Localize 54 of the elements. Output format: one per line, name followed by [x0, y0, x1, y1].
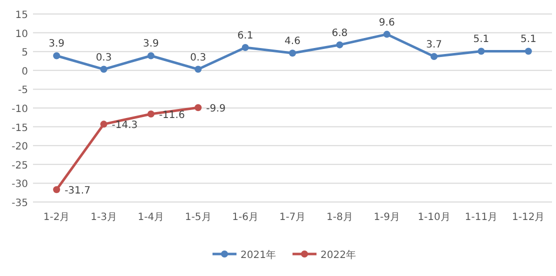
point [430, 52, 438, 60]
point [100, 66, 108, 73]
y-tick-label: -35 [12, 198, 28, 209]
y-tick-label: 10 [15, 28, 28, 40]
y-tick-label: -25 [12, 160, 28, 172]
x-tick-label: 1-10月 [418, 212, 450, 223]
x-tick-label: 1-4月 [138, 212, 164, 223]
point [524, 48, 532, 55]
point [336, 41, 344, 48]
data-label: 5.1 [473, 34, 490, 46]
x-tick-label: 1-11月 [464, 212, 498, 223]
data-label: -31.7 [64, 186, 90, 197]
data-label: 3.7 [426, 39, 442, 50]
data-label: 0.3 [96, 52, 112, 64]
x-tick-label: 1-8月 [326, 212, 353, 223]
point [478, 48, 485, 55]
point [147, 52, 154, 60]
y-tick-label: 5 [22, 48, 28, 59]
point [289, 50, 296, 57]
data-label: 3.9 [143, 38, 159, 50]
point [147, 110, 154, 118]
data-label: 3.9 [48, 38, 65, 50]
y-tick-label: -15 [12, 122, 28, 134]
data-label: -11.6 [158, 110, 185, 122]
data-label: 5.1 [520, 34, 536, 46]
legend-label: 2021年 [240, 249, 276, 261]
x-tick-label: 1-2月 [43, 212, 70, 223]
y-tick-label: 0 [22, 66, 28, 78]
point [53, 186, 60, 194]
y-tick-label: -20 [12, 142, 28, 153]
y-tick-label: -30 [12, 179, 28, 190]
data-label: -14.3 [112, 120, 138, 132]
point [194, 104, 202, 112]
x-tick-label: 1-9月 [374, 212, 400, 223]
x-tick-label: 1-6月 [232, 212, 258, 223]
data-label: 6.8 [332, 28, 348, 39]
x-tick-label: 1-7月 [279, 212, 306, 223]
legend-label: 2022年 [320, 249, 356, 261]
point [194, 66, 202, 73]
point [53, 52, 60, 60]
point [242, 44, 249, 51]
data-label: 4.6 [284, 36, 300, 48]
x-tick-label: 1-3月 [90, 212, 117, 223]
point [100, 120, 108, 128]
data-label: -9.9 [206, 104, 226, 115]
data-label: 6.1 [237, 30, 254, 42]
x-tick-label: 1-5月 [184, 212, 212, 223]
data-label: 9.6 [378, 17, 395, 28]
x-tick-label: 1-12月 [512, 212, 545, 223]
y-tick-label: -10 [12, 104, 28, 115]
y-tick-label: 15 [15, 10, 28, 21]
point [383, 30, 390, 38]
data-label: 0.3 [190, 52, 206, 64]
y-tick-label: -5 [18, 85, 28, 96]
